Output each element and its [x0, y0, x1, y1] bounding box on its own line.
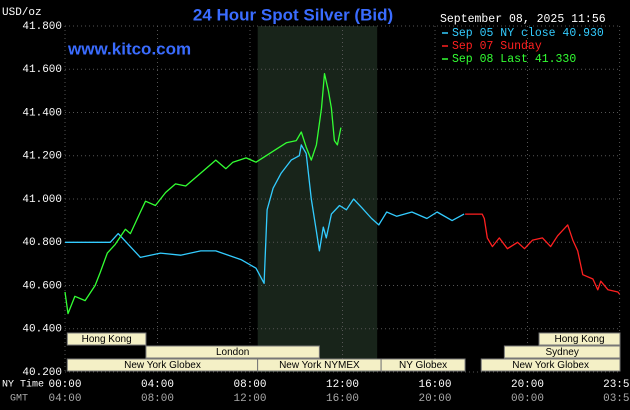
y-tick-label: 41.400 [22, 107, 62, 119]
session-label: London [216, 347, 249, 358]
y-axis-unit: USD/oz [2, 7, 42, 19]
x2-axis-label: GMT [10, 394, 28, 405]
series-line [65, 144, 465, 284]
legend-label: Sep 05 NY close 40.930 [452, 27, 604, 40]
x-tick-label: 20:00 [511, 379, 544, 391]
x-tick-label: 04:00 [141, 379, 174, 391]
x2-tick-label: 20:00 [418, 393, 451, 405]
x-tick-label: 12:00 [326, 379, 359, 391]
series-line [465, 213, 621, 295]
legend-label: Sep 07 Sunday [452, 40, 542, 53]
y-tick-label: 40.200 [22, 367, 62, 379]
x2-tick-label: 12:00 [233, 393, 266, 405]
x-tick-label: 16:00 [418, 379, 451, 391]
session-label: New York NYMEX [279, 360, 360, 371]
x-tick-label: 08:00 [233, 379, 266, 391]
x2-tick-label: 04:00 [48, 393, 81, 405]
session-box [380, 358, 466, 372]
session-label: New York Globex [512, 360, 589, 371]
session-label: New York Globex [124, 360, 201, 371]
session-label: Hong Kong [555, 334, 605, 345]
sessions: Hong Kong Hong Kong London Sydney New York G… [66, 332, 621, 372]
chart-title: 24 Hour Spot Silver (Bid) [193, 5, 393, 24]
session-box [66, 332, 147, 346]
y-tick-label: 41.200 [22, 151, 62, 163]
session-box [503, 345, 621, 359]
session-box [145, 345, 320, 359]
x2-tick-label: 08:00 [141, 393, 174, 405]
session-box [480, 358, 621, 372]
session-label: Hong Kong [82, 334, 132, 345]
y-tick-label: 40.800 [22, 237, 62, 249]
y-tick-label: 41.000 [22, 194, 62, 206]
legend-label: Sep 08 Last 41.330 [452, 53, 576, 66]
x-tick-label: 00:00 [48, 379, 81, 391]
x2-tick-label: 00:00 [511, 393, 544, 405]
x-tick-label: 23:59 [603, 379, 630, 391]
session-box [538, 332, 621, 346]
session-label: NY Globex [399, 360, 447, 371]
session-label: Sydney [546, 347, 579, 358]
x2-tick-label: 03:59 [603, 393, 630, 405]
series-line [64, 72, 342, 315]
website: www.kitco.com [67, 39, 191, 58]
x2-tick-label: 16:00 [326, 393, 359, 405]
timestamp: September 08, 2025 11:56 [440, 13, 606, 26]
lines [64, 72, 621, 315]
y-tick-label: 41.800 [22, 21, 62, 33]
y-tick-label: 40.600 [22, 280, 62, 292]
grid [64, 25, 621, 373]
y-tick-label: 41.600 [22, 64, 62, 76]
y-tick-label: 40.400 [22, 324, 62, 336]
x-axis-label: NY Time [2, 379, 44, 391]
